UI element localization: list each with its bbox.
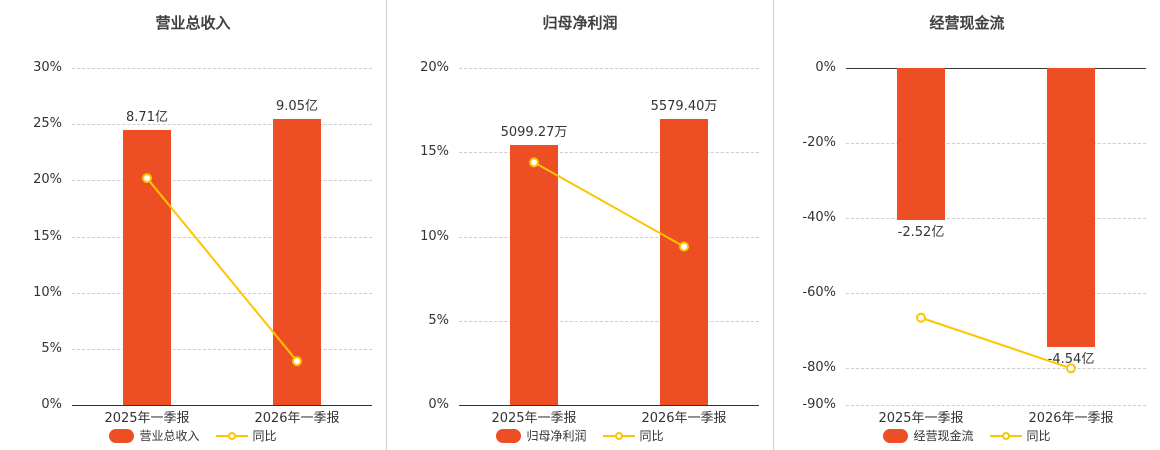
bar-series-swatch-icon: [496, 428, 522, 443]
bar-value-label: 5579.40万: [650, 98, 718, 114]
circle-marker-icon: [614, 431, 623, 440]
legend: 营业总收入 同比: [0, 427, 386, 444]
bar-2: [1047, 68, 1095, 347]
gridline: [72, 124, 372, 126]
gridline: [846, 217, 1146, 219]
y-tick-label: 25%: [33, 116, 62, 132]
gridline: [846, 142, 1146, 144]
yoy-line-marker-icon: [602, 431, 635, 441]
y-tick-label: 5%: [41, 340, 62, 356]
yoy-line-series: [916, 312, 1076, 374]
y-tick-label: -40%: [802, 209, 836, 225]
legend-item-bar-series[interactable]: 归母净利润: [496, 427, 587, 444]
x-category-label: 2025年一季报: [878, 411, 964, 426]
chart-panel-operating-cash-flow: 经营现金流 -2.52亿 2025年一季报 -4.54亿 2026年一季报 0% -20% -…: [773, 0, 1160, 450]
y-tick-label: -90%: [802, 397, 836, 412]
yoy-marker: [529, 157, 539, 168]
plot-area: 5099.27万 2025年一季报 5579.40万 2026年一季报: [459, 68, 759, 426]
yoy-line-series: [529, 157, 689, 252]
zero-axis-line: [846, 68, 1146, 69]
y-tick-label: -20%: [802, 134, 836, 150]
legend-item-yoy[interactable]: 同比: [602, 427, 664, 444]
y-tick-label: 0%: [41, 397, 62, 412]
y-tick-label: 30%: [33, 60, 62, 75]
bar-value-label: 5099.27万: [500, 124, 568, 140]
bar-value-label: 8.71亿: [126, 109, 168, 125]
x-category-label: 2026年一季报: [254, 411, 340, 426]
yoy-line-marker-icon: [989, 431, 1022, 441]
yoy-line: [146, 177, 298, 362]
x-category-label: 2025年一季报: [104, 411, 190, 426]
legend-yoy-label: 同比: [639, 429, 664, 443]
x-category-label: 2026年一季报: [641, 411, 727, 426]
gridline: [459, 236, 759, 238]
gridline: [72, 180, 372, 182]
y-tick-label: 0%: [428, 397, 449, 412]
gridline: [72, 292, 372, 294]
bar-2: [660, 118, 708, 405]
gridline: [846, 367, 1146, 369]
gridline: [846, 405, 1146, 406]
x-category-label: 2025年一季报: [491, 411, 577, 426]
legend-bar-series-label: 经营现金流: [913, 429, 974, 443]
gridline: [72, 68, 372, 69]
bar-1: [897, 68, 945, 220]
yoy-line: [920, 316, 1072, 370]
gridline: [459, 152, 759, 154]
yoy-line-marker-icon: [215, 431, 248, 441]
gridline: [459, 68, 759, 69]
gridline: [72, 236, 372, 238]
legend-bar-series-label: 归母净利润: [526, 429, 587, 443]
bar-value-label: -4.54亿: [1047, 351, 1095, 367]
gridline: [72, 348, 372, 350]
legend-item-yoy[interactable]: 同比: [989, 427, 1051, 444]
yoy-line: [533, 161, 685, 248]
y-tick-label: 10%: [33, 284, 62, 300]
gridline: [846, 292, 1146, 294]
chart-panel-operating-revenue: 营业总收入 8.71亿 2025年一季报 9.05亿 2026年一季报 30% 25% 20%…: [0, 0, 386, 450]
bar-value-label: -2.52亿: [897, 224, 945, 240]
legend-item-bar-series[interactable]: 经营现金流: [883, 427, 974, 444]
chart-title: 经营现金流: [929, 14, 1005, 32]
legend-yoy-label: 同比: [1026, 429, 1051, 443]
circle-marker-icon: [227, 431, 236, 440]
yoy-marker: [916, 312, 926, 323]
chart-title: 归母净利润: [542, 14, 618, 32]
y-tick-label: 0%: [815, 60, 836, 75]
bar-1: [510, 144, 558, 405]
zero-axis-line: [72, 405, 372, 406]
chart-panel-net-profit: 归母净利润 5099.27万 2025年一季报 5579.40万 2026年一季报 20%…: [386, 0, 773, 450]
y-tick-label: 15%: [33, 228, 62, 244]
y-tick-label: -60%: [802, 284, 836, 300]
y-tick-label: 10%: [420, 228, 449, 244]
y-tick-label: 15%: [420, 144, 449, 160]
plot-area: -2.52亿 2025年一季报 -4.54亿 2026年一季报: [846, 68, 1146, 426]
legend-bar-series-label: 营业总收入: [139, 429, 200, 443]
zero-axis-line: [459, 405, 759, 406]
yoy-marker: [292, 356, 302, 367]
y-tick-label: -80%: [802, 359, 836, 375]
yoy-marker: [142, 173, 152, 184]
circle-marker-icon: [1001, 431, 1010, 440]
x-category-label: 2026年一季报: [1028, 411, 1114, 426]
chart-title: 营业总收入: [155, 14, 231, 32]
gridline: [459, 320, 759, 322]
legend: 归母净利润 同比: [387, 427, 773, 444]
legend-item-bar-series[interactable]: 营业总收入: [109, 427, 200, 444]
legend-item-yoy[interactable]: 同比: [215, 427, 277, 444]
yoy-line-series: [142, 173, 302, 367]
y-tick-label: 20%: [420, 60, 449, 75]
yoy-marker: [1066, 363, 1076, 374]
bar-series-swatch-icon: [109, 428, 135, 443]
y-tick-label: 5%: [428, 312, 449, 328]
bar-value-label: 9.05亿: [276, 99, 318, 115]
bar-series-swatch-icon: [883, 428, 909, 443]
legend-yoy-label: 同比: [252, 429, 277, 443]
y-tick-label: 20%: [33, 172, 62, 188]
yoy-marker: [679, 241, 689, 252]
plot-area: 8.71亿 2025年一季报 9.05亿 2026年一季报: [72, 68, 372, 426]
legend: 经营现金流 同比: [774, 427, 1160, 444]
